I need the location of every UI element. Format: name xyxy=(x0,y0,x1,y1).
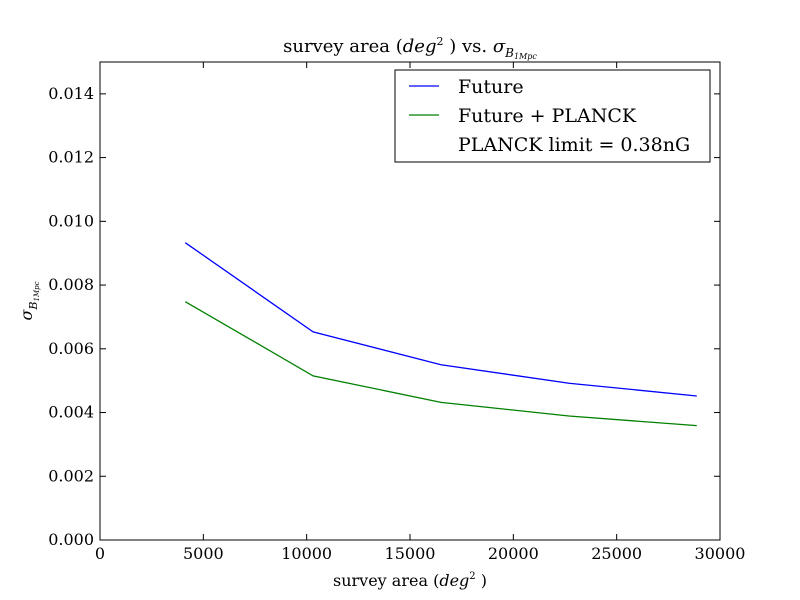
xlabel-math-base: deg xyxy=(439,571,469,590)
series-line-future xyxy=(184,242,697,397)
y-tick-label: 0.008 xyxy=(48,275,94,294)
legend-label-future-planck: Future + PLANCK xyxy=(458,105,637,127)
x-tick-label: 5000 xyxy=(183,544,224,563)
title-sub2: 1Mpc xyxy=(514,52,537,61)
axes-frame xyxy=(99,61,721,541)
y-tick-label: 0.004 xyxy=(48,403,94,422)
y-tick-label: 0.010 xyxy=(48,211,94,230)
legend-label-planck-limit: PLANCK limit = 0.38nG xyxy=(458,134,690,156)
ylabel-sub2: 1Mpc xyxy=(33,281,41,301)
legend-box xyxy=(394,69,711,163)
y-tick-label: 0.014 xyxy=(48,84,94,103)
title-sigma: σ xyxy=(493,36,506,57)
title-sub1: B xyxy=(504,46,514,60)
y-tick-label: 0.006 xyxy=(48,339,94,358)
x-tick-label: 20000 xyxy=(488,544,539,563)
xlabel-math-sup: 2 xyxy=(469,571,475,582)
y-axis-label: σB1Mpc xyxy=(17,281,41,320)
title-middle: ) vs. xyxy=(443,36,492,57)
x-tick-label: 15000 xyxy=(385,544,436,563)
plot-area: 0 5000 10000 15000 20000 25000 30000 0.000 0.002… xyxy=(48,62,745,563)
x-axis-label: survey area (deg2 ) xyxy=(333,571,487,590)
series-line-future-planck xyxy=(184,301,697,427)
title-math-base: deg xyxy=(403,36,437,57)
y-tick-label: 0.000 xyxy=(48,530,94,549)
ylabel-sigma: σ xyxy=(17,309,36,321)
legend-label-future: Future xyxy=(458,76,524,98)
x-tick-label: 30000 xyxy=(695,544,746,563)
x-tick-label: 0 xyxy=(95,544,105,563)
xlabel-prefix: survey area ( xyxy=(333,571,439,590)
legend: Future Future + PLANCK PLANCK limit = 0.… xyxy=(394,69,711,163)
title-prefix: survey area ( xyxy=(283,36,403,57)
x-tick-label: 10000 xyxy=(281,544,332,563)
y-tick-label: 0.002 xyxy=(48,466,94,485)
ylabel-sub1: B xyxy=(27,302,40,311)
xlabel-suffix: ) xyxy=(476,571,487,590)
x-tick-label: 25000 xyxy=(591,544,642,563)
title-math-sup: 2 xyxy=(436,35,443,48)
chart-title: survey area (deg2 ) vs. σB1Mpc xyxy=(283,35,537,61)
y-tick-label: 0.012 xyxy=(48,148,94,167)
